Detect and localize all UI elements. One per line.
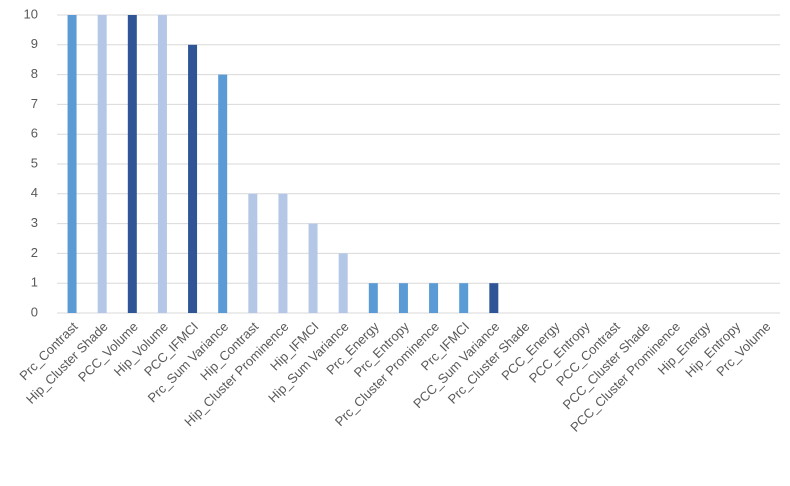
bar <box>278 193 288 313</box>
bar <box>188 44 198 314</box>
y-tick-label: 2 <box>31 245 38 260</box>
bar <box>67 15 77 313</box>
bar <box>338 253 348 313</box>
y-tick-label: 0 <box>31 304 38 319</box>
y-tick-label: 5 <box>31 155 38 170</box>
y-tick-label: 10 <box>24 6 38 21</box>
bar <box>429 283 439 313</box>
bar <box>308 223 318 313</box>
bar <box>127 15 137 313</box>
y-tick-label: 3 <box>31 215 38 230</box>
bar <box>218 74 228 313</box>
y-tick-label: 1 <box>31 275 38 290</box>
bar <box>248 193 258 313</box>
bar <box>157 15 167 313</box>
bar <box>459 283 469 313</box>
bar <box>97 15 107 313</box>
bar <box>368 283 378 313</box>
y-tick-label: 8 <box>31 66 38 81</box>
y-tick-label: 7 <box>31 96 38 111</box>
bar <box>489 283 499 313</box>
y-tick-label: 9 <box>31 36 38 51</box>
bar <box>398 283 408 313</box>
y-tick-label: 4 <box>31 185 38 200</box>
y-tick-label: 6 <box>31 126 38 141</box>
